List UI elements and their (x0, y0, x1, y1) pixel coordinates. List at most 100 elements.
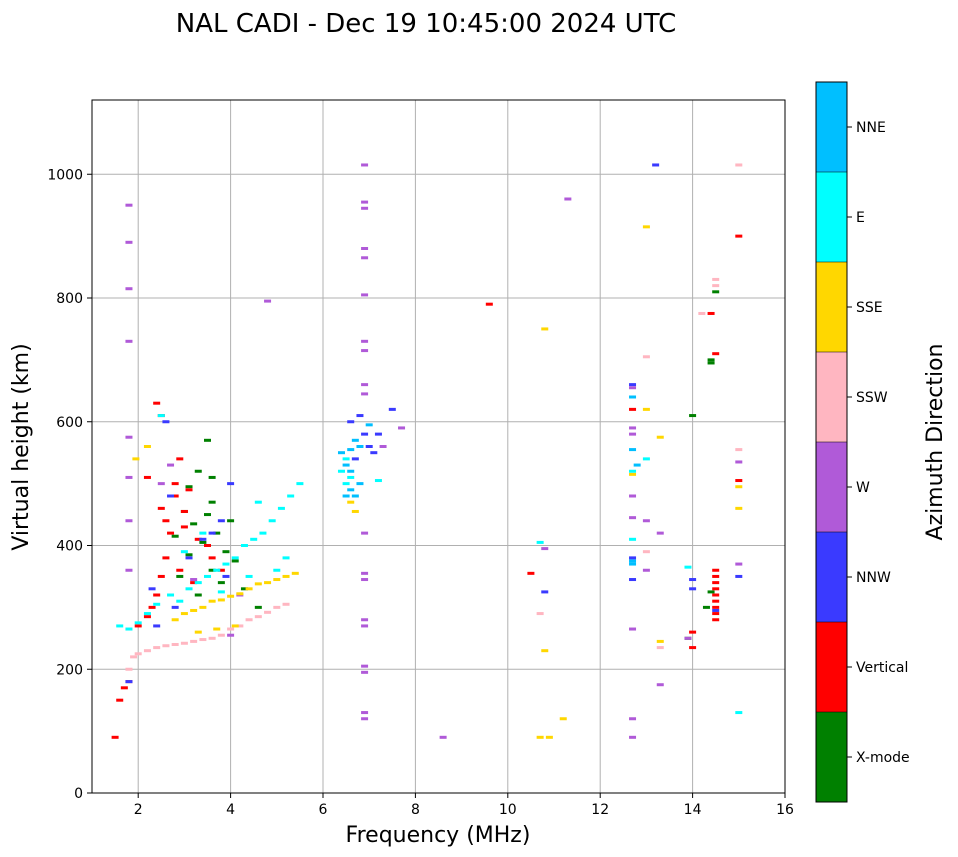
data-point-w (361, 383, 369, 387)
data-point-e (167, 593, 175, 597)
data-point-x-mode (689, 414, 697, 418)
data-point-nnw (153, 624, 161, 628)
data-point-nnw (148, 587, 156, 591)
colorbar-tick-label: Vertical (856, 660, 908, 676)
data-point-sse (194, 630, 202, 634)
data-point-w (629, 386, 637, 390)
data-point-sse (541, 649, 549, 653)
data-point-w (656, 531, 664, 535)
data-point-vertical (153, 401, 161, 405)
data-point-ssw (656, 646, 664, 650)
data-point-w (379, 445, 387, 448)
data-point-w (125, 435, 133, 439)
data-point-ssw (642, 550, 650, 554)
data-point-vertical (689, 630, 697, 634)
data-point-sse (208, 599, 216, 603)
y-axis-label: Virtual height (km) (9, 343, 34, 550)
data-point-w (361, 711, 369, 715)
data-point-sse (273, 578, 281, 582)
data-point-w (656, 683, 664, 687)
y-tick-label: 400 (56, 539, 83, 555)
data-point-e (134, 621, 142, 625)
data-point-vertical (735, 479, 743, 483)
data-point-w (439, 735, 447, 739)
data-point-x-mode (231, 559, 239, 563)
data-point-vertical (712, 599, 720, 603)
data-point-sse (171, 618, 179, 622)
data-point-w (361, 392, 369, 396)
data-point-nnw (689, 578, 697, 582)
data-point-nnw (351, 457, 359, 461)
data-point-e (296, 482, 304, 486)
data-point-x-mode (208, 475, 216, 479)
data-point-x-mode (712, 290, 720, 294)
data-point-ssw (227, 627, 235, 631)
data-point-x-mode (199, 540, 207, 544)
data-point-vertical (194, 537, 202, 541)
data-point-e (282, 556, 290, 560)
data-point-vertical (176, 568, 184, 572)
data-point-vertical (190, 581, 198, 585)
data-point-w (398, 426, 406, 430)
data-point-nnw (652, 163, 660, 167)
data-point-e (213, 568, 221, 572)
data-point-x-mode (213, 531, 221, 535)
x-tick-label: 14 (684, 802, 702, 818)
data-point-w (125, 475, 133, 479)
data-point-e (254, 500, 262, 504)
data-point-w (361, 256, 369, 260)
data-point-sse (735, 506, 743, 510)
data-point-e (629, 537, 637, 541)
colorbar-swatch (816, 82, 847, 172)
data-point-e (116, 624, 124, 628)
data-point-ssw (162, 644, 170, 648)
data-point-nnw (185, 556, 193, 560)
data-point-nnw (712, 608, 720, 612)
data-point-vertical (167, 531, 175, 535)
data-point-vertical (162, 556, 170, 560)
data-point-w (361, 531, 369, 535)
data-point-vertical (707, 311, 715, 315)
data-point-e (347, 475, 355, 479)
data-point-x-mode (194, 593, 202, 597)
data-point-ssw (245, 618, 253, 622)
colorbar-label: Azimuth Direction (923, 343, 948, 540)
data-point-w (361, 618, 369, 622)
data-point-vertical (116, 698, 124, 702)
data-point-e (231, 556, 239, 560)
data-point-w (125, 203, 133, 207)
plot-frame (92, 100, 785, 793)
data-point-ssw (712, 284, 720, 288)
data-point-w (361, 206, 369, 210)
data-point-vertical (153, 593, 161, 597)
data-point-sse (217, 598, 225, 602)
chart-title: NAL CADI - Dec 19 10:45:00 2024 UTC (176, 9, 676, 39)
data-point-nnw (629, 556, 637, 560)
data-point-e (204, 574, 211, 578)
data-point-w (361, 664, 369, 668)
data-point-vertical (208, 556, 216, 560)
data-point-vertical (712, 587, 720, 591)
data-point-w (361, 163, 369, 167)
data-point-nnw (217, 519, 225, 523)
x-tick-label: 12 (591, 802, 609, 818)
data-point-e (143, 612, 151, 616)
data-point-e (629, 469, 637, 473)
y-tick-label: 0 (74, 786, 83, 802)
data-point-w (629, 432, 637, 436)
data-point-nnw (365, 445, 373, 448)
data-point-x-mode (707, 358, 715, 362)
data-point-x-mode (185, 485, 193, 489)
data-point-w (629, 717, 637, 721)
data-point-w (361, 670, 369, 674)
data-point-nne (337, 451, 345, 455)
data-point-w (167, 463, 175, 467)
data-point-nnw (162, 420, 170, 424)
data-point-w (264, 299, 272, 303)
x-tick-label: 8 (411, 802, 420, 818)
data-point-x-mode (208, 568, 216, 572)
data-point-e (157, 414, 165, 418)
data-point-vertical (712, 581, 720, 585)
data-point-ssw (735, 448, 743, 452)
data-point-w (361, 293, 369, 297)
